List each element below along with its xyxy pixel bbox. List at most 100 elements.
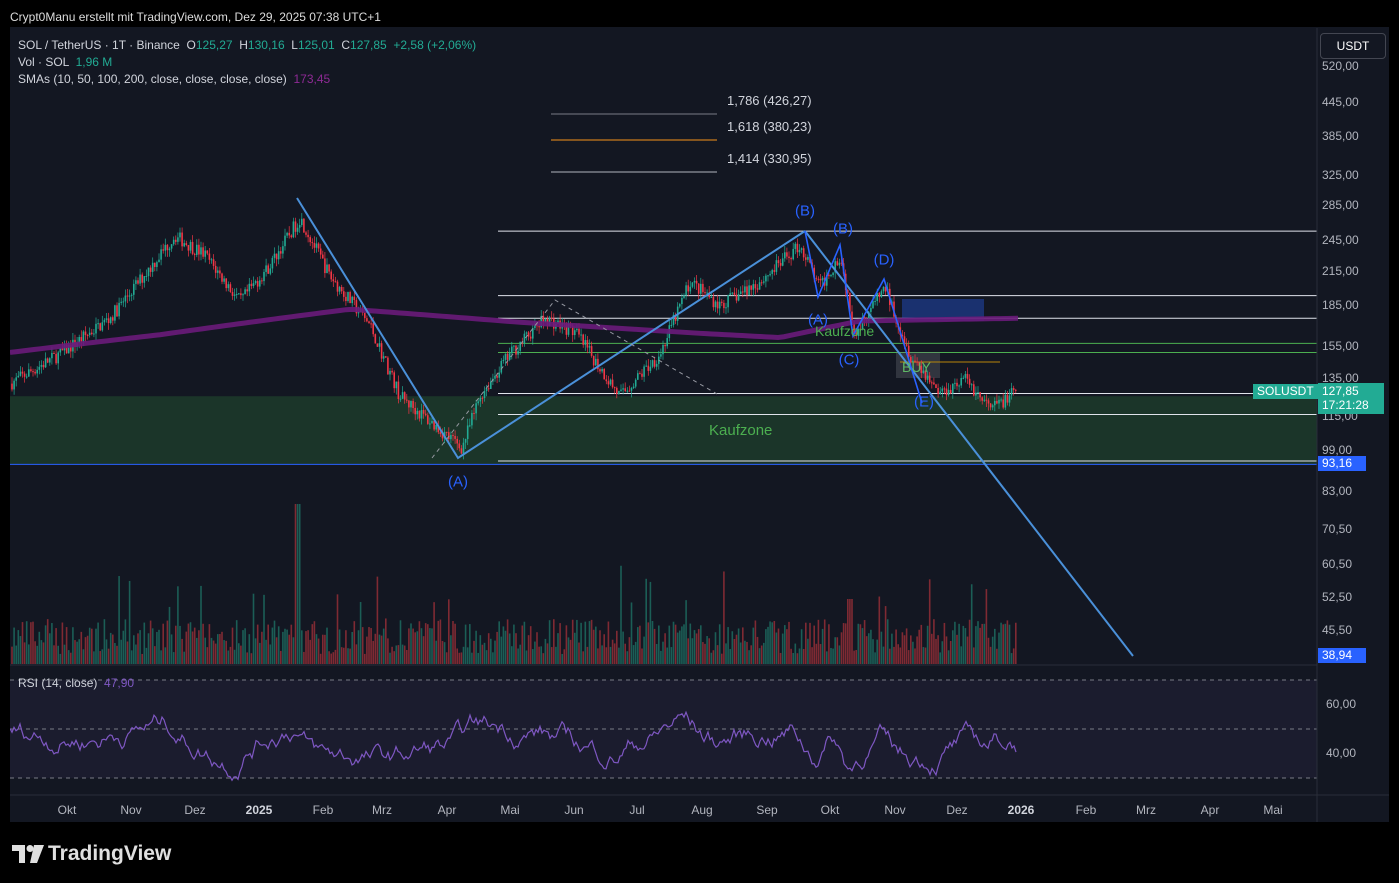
candle-body	[941, 388, 944, 392]
candle-body	[13, 380, 15, 390]
volume-bar	[853, 650, 855, 664]
volume-bar	[973, 647, 975, 664]
time-tick-mai: Mai	[500, 803, 520, 817]
volume-bar	[884, 606, 887, 664]
candle-body	[784, 252, 786, 259]
candle-body	[122, 301, 125, 303]
candle-body	[534, 323, 536, 329]
volume-bar	[364, 653, 366, 664]
volume-bar	[718, 624, 721, 664]
candle-body	[725, 307, 727, 309]
candle-body	[330, 271, 332, 280]
candle-body	[374, 334, 377, 344]
low-value: 125,01	[297, 38, 335, 52]
candle-body	[124, 295, 127, 302]
volume-bar	[977, 621, 979, 664]
candle-body	[244, 289, 246, 295]
volume-bar	[172, 652, 175, 664]
candle-body	[1010, 388, 1013, 396]
volume-bar	[863, 620, 866, 664]
candle-body	[284, 235, 286, 247]
candle-body	[756, 288, 759, 290]
volume-bar	[525, 650, 528, 664]
volume-bar	[315, 634, 318, 664]
volume-bar	[758, 648, 761, 664]
currency-unit-button[interactable]: USDT	[1320, 33, 1386, 59]
volume-bar	[448, 599, 450, 664]
candle-body	[588, 346, 591, 348]
candle-body	[141, 274, 143, 283]
volume-bar	[645, 578, 647, 664]
candle-body	[523, 333, 526, 344]
volume-bar	[670, 647, 673, 664]
candle-body	[792, 248, 794, 260]
volume-bar	[702, 642, 704, 664]
volume-bar	[966, 636, 969, 664]
candle-body	[471, 412, 473, 426]
candle-body	[599, 369, 601, 372]
volume-bar	[647, 622, 650, 664]
volume-bar	[603, 634, 605, 664]
candle-body	[120, 301, 122, 303]
candle-body	[645, 365, 647, 367]
volume-bar	[710, 652, 713, 664]
volume-bar	[298, 504, 301, 664]
volume-bar	[737, 628, 740, 664]
candle-body	[727, 294, 729, 308]
time-tick-jun: Jun	[564, 803, 584, 817]
volume-bar	[781, 633, 784, 664]
candle-body	[271, 257, 274, 269]
volume-bar	[116, 645, 118, 664]
volume-bar	[1015, 622, 1017, 664]
volume-bar	[519, 644, 521, 664]
volume-bar	[372, 640, 374, 664]
volume-bar	[435, 640, 437, 664]
volume-bar	[706, 636, 708, 664]
volume-bar	[200, 585, 202, 664]
volume-bar	[582, 651, 584, 664]
volume-bar	[723, 571, 725, 664]
volume-bar	[130, 650, 133, 664]
volume-bar	[521, 625, 524, 664]
volume-bar	[865, 636, 868, 664]
volume-bar	[191, 631, 194, 664]
price-tick: 325,00	[1322, 167, 1359, 182]
volume-bar	[458, 652, 461, 664]
candle-body	[403, 392, 406, 400]
price-tick: 99,00	[1322, 443, 1353, 458]
volume-bar	[611, 639, 614, 664]
candle-body	[985, 399, 988, 401]
close-value: 127,85	[350, 38, 387, 52]
volume-bar	[601, 645, 603, 664]
candle-body	[114, 305, 116, 321]
volume-bar	[46, 619, 49, 664]
volume-bar	[557, 633, 559, 664]
volume-bar	[668, 625, 671, 664]
volume-bar	[378, 634, 381, 664]
volume-bar	[135, 644, 137, 664]
volume-bar	[208, 624, 211, 664]
candle-body	[924, 370, 927, 380]
volume-bar	[712, 650, 715, 664]
volume-bar	[292, 637, 295, 664]
volume-bar	[290, 624, 293, 664]
volume-bar	[511, 646, 513, 664]
candle-body	[372, 323, 374, 335]
volume-bar	[704, 643, 706, 664]
volume-bar	[949, 641, 952, 664]
candle-body	[412, 400, 414, 409]
volume-bar	[836, 637, 839, 664]
candle-body	[336, 281, 339, 292]
volume-bar	[683, 624, 685, 664]
candle-body	[168, 248, 171, 251]
candle-body	[765, 275, 767, 282]
candle-body	[397, 381, 400, 399]
candle-body	[49, 358, 51, 363]
candle-body	[987, 400, 990, 404]
volume-bar	[849, 599, 851, 664]
volume-bar	[840, 632, 843, 664]
price-tick: 155,00	[1322, 339, 1359, 354]
volume-bar	[443, 642, 446, 664]
volume-bar	[553, 619, 555, 664]
